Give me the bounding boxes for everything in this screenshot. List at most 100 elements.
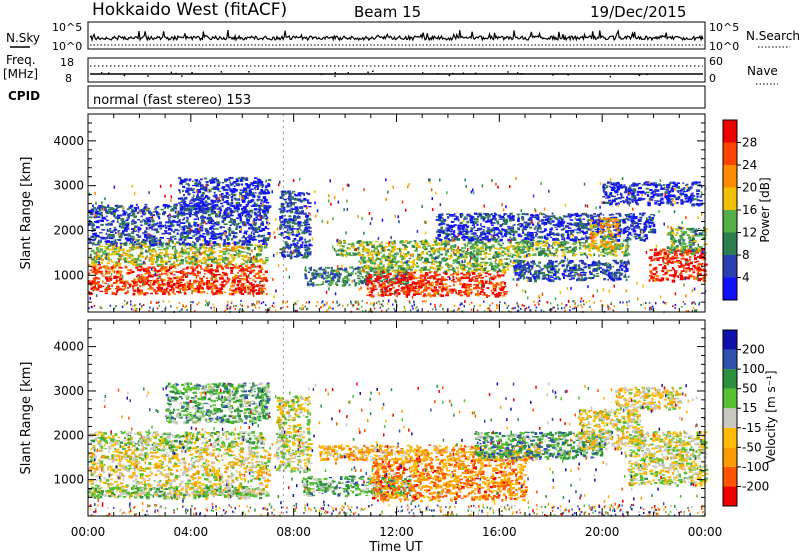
data-cell bbox=[149, 214, 154, 216]
data-cell bbox=[206, 282, 210, 286]
data-cell bbox=[201, 246, 205, 249]
data-cell bbox=[386, 273, 390, 275]
data-cell bbox=[378, 270, 380, 273]
data-cell bbox=[227, 207, 231, 209]
data-cell bbox=[344, 269, 347, 273]
data-cell bbox=[383, 257, 386, 259]
data-cell bbox=[202, 208, 204, 211]
data-cell bbox=[357, 280, 360, 282]
data-cell bbox=[253, 180, 257, 183]
data-cell bbox=[174, 216, 177, 218]
data-cell bbox=[225, 280, 230, 283]
data-cell bbox=[205, 209, 210, 213]
data-cell bbox=[285, 201, 287, 204]
data-cell bbox=[142, 238, 145, 241]
data-cell bbox=[173, 270, 175, 273]
data-cell bbox=[308, 206, 312, 208]
data-cell bbox=[579, 246, 582, 250]
power-heatmap bbox=[88, 114, 709, 314]
data-cell bbox=[366, 271, 369, 274]
data-cell bbox=[552, 242, 555, 245]
data-cell bbox=[415, 290, 419, 294]
data-cell bbox=[126, 238, 130, 242]
nave-dot bbox=[448, 74, 451, 77]
data-cell bbox=[451, 236, 454, 239]
data-cell bbox=[294, 202, 297, 204]
data-cell bbox=[450, 254, 453, 257]
data-cell bbox=[406, 263, 410, 267]
data-cell bbox=[170, 236, 173, 238]
data-cell bbox=[172, 235, 177, 238]
data-cell bbox=[407, 260, 410, 262]
data-cell bbox=[506, 253, 509, 256]
data-cell bbox=[406, 266, 409, 269]
data-cell bbox=[257, 178, 260, 181]
data-cell bbox=[465, 265, 468, 268]
data-cell bbox=[187, 251, 190, 255]
data-cell bbox=[250, 188, 254, 190]
data-cell bbox=[462, 274, 466, 276]
data-cell bbox=[294, 206, 299, 210]
data-cell bbox=[179, 212, 184, 215]
data-cell bbox=[192, 235, 195, 237]
data-cell bbox=[479, 290, 484, 293]
data-cell bbox=[219, 250, 223, 253]
data-cell bbox=[297, 214, 300, 217]
data-cell bbox=[497, 243, 501, 246]
freq-panel: Freq. [MHz] 18 8 60 0 Nave bbox=[3, 53, 778, 85]
data-cell bbox=[426, 243, 430, 246]
data-cell bbox=[389, 254, 393, 257]
data-cell bbox=[258, 290, 261, 293]
data-cell bbox=[222, 250, 227, 253]
data-cell bbox=[288, 195, 292, 198]
data-cell bbox=[478, 235, 482, 238]
data-cell bbox=[145, 256, 149, 259]
data-cell bbox=[290, 207, 293, 211]
data-cell bbox=[217, 222, 220, 225]
data-cell bbox=[369, 261, 372, 265]
data-cell bbox=[233, 220, 237, 224]
data-cell bbox=[296, 254, 300, 257]
data-cell bbox=[131, 270, 135, 273]
data-cell bbox=[583, 252, 587, 256]
data-cell bbox=[199, 284, 201, 288]
data-cell bbox=[224, 239, 227, 242]
data-cell bbox=[113, 226, 117, 229]
data-cell bbox=[497, 236, 500, 239]
data-cell bbox=[227, 197, 230, 199]
data-cell bbox=[130, 222, 135, 225]
data-cell bbox=[403, 256, 406, 260]
data-cell bbox=[129, 237, 132, 241]
data-cell bbox=[497, 240, 501, 243]
data-cell bbox=[344, 267, 348, 271]
data-cell bbox=[211, 206, 216, 208]
data-cell bbox=[418, 293, 422, 295]
data-cell bbox=[503, 271, 507, 275]
data-cell bbox=[218, 246, 222, 248]
data-cell bbox=[256, 272, 261, 275]
data-cell bbox=[224, 180, 227, 183]
data-cell bbox=[279, 211, 284, 214]
noise-tick-low: 10^0 bbox=[52, 40, 82, 53]
data-cell bbox=[481, 283, 485, 286]
data-cell bbox=[494, 265, 499, 268]
data-cell bbox=[192, 273, 197, 276]
data-cell bbox=[177, 284, 181, 287]
data-cell bbox=[216, 181, 221, 184]
data-cell bbox=[181, 198, 186, 202]
data-cell bbox=[424, 272, 428, 276]
data-cell bbox=[444, 288, 448, 290]
data-cell bbox=[312, 276, 317, 280]
data-cell bbox=[166, 237, 171, 240]
data-cell bbox=[370, 282, 373, 286]
data-cell bbox=[391, 254, 395, 257]
data-cell bbox=[102, 251, 105, 254]
data-cell bbox=[374, 268, 378, 270]
data-cell bbox=[475, 243, 479, 246]
data-cell bbox=[538, 254, 541, 257]
data-cell bbox=[500, 281, 503, 284]
data-cell bbox=[438, 293, 442, 297]
data-cell bbox=[460, 266, 464, 269]
data-cell bbox=[452, 275, 455, 279]
data-cell bbox=[208, 240, 212, 242]
